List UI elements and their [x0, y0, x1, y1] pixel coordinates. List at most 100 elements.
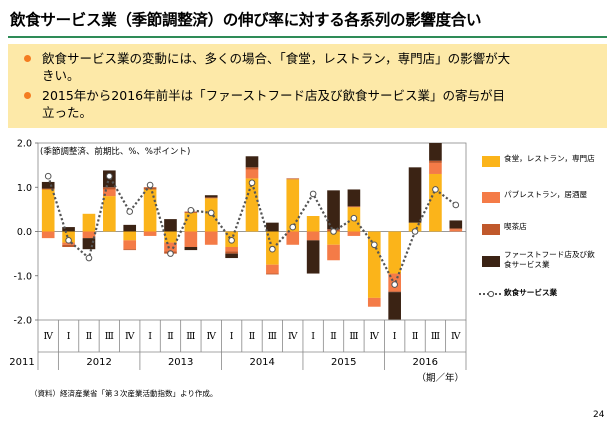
bar-segment — [41, 181, 55, 189]
bullet-text-line: きい。 — [42, 68, 80, 83]
bar-segment — [204, 195, 218, 198]
bar-segment — [82, 213, 96, 232]
bar-segment — [184, 231, 198, 247]
y-tick-label: -1.0 — [13, 271, 32, 282]
bar-segment — [429, 162, 442, 174]
bar-segment — [204, 197, 218, 199]
bar-segment — [245, 167, 259, 170]
bar-segment — [286, 231, 300, 245]
bullet-text-line: 立った。 — [42, 105, 93, 120]
bar-segment — [62, 231, 75, 243]
x-tick-label: Ⅲ — [105, 331, 114, 342]
page-title: 飲食サービス業（季節調整済）の伸び率に対する各系列の影響度合い — [10, 11, 482, 29]
x-tick-label: Ⅱ — [412, 331, 418, 342]
bullet-text-line: 飲食サービス業の変動には、多くの場合、「食堂，レストラン，専門店」の影響が大 — [42, 51, 511, 66]
bar-segment — [347, 231, 361, 236]
x-tick-label: Ⅰ — [393, 331, 397, 342]
bar-segment — [449, 228, 463, 230]
bar-segment — [449, 229, 463, 232]
y-tick-label: 1.0 — [17, 183, 32, 194]
x-year-label: 2012 — [86, 357, 111, 368]
bar-segment — [62, 244, 75, 247]
bar-segment — [225, 253, 238, 259]
x-year-label: 2011 — [9, 357, 34, 368]
total-series-point — [309, 190, 317, 198]
legend-swatch — [482, 156, 500, 167]
x-tick-label: Ⅳ — [43, 331, 53, 342]
total-series-point — [432, 186, 439, 193]
bar-segment — [388, 292, 401, 320]
x-tick-label: Ⅳ — [288, 331, 298, 342]
x-year-label: 2014 — [249, 357, 274, 368]
x-tick-label: Ⅲ — [349, 331, 358, 342]
bar-segment — [429, 160, 442, 163]
bar-segment — [143, 189, 157, 232]
y-tick-label: 2.0 — [17, 139, 32, 150]
bar-segment — [164, 242, 177, 252]
bar-segment — [41, 189, 55, 232]
x-tick-label: Ⅰ — [67, 331, 71, 342]
bar-segment — [429, 173, 442, 232]
bar-segment — [429, 143, 442, 161]
bar-segment — [123, 240, 137, 250]
bar-segment — [103, 189, 116, 197]
bar-segment — [245, 178, 259, 232]
total-series-point — [85, 254, 93, 262]
bar-segment — [449, 220, 463, 229]
x-year-label: 2016 — [413, 357, 438, 368]
bar-segment — [184, 212, 198, 232]
total-series-point — [289, 223, 297, 231]
bar-segment — [143, 231, 157, 236]
bar-segment — [62, 227, 75, 232]
total-series-point — [370, 241, 378, 249]
bar-segment — [306, 231, 320, 241]
bar-segment — [245, 169, 259, 179]
summary-bullet: 2015年から2016年前半は「ファーストフード店及び飲食サービス業」の寄与が目… — [18, 87, 597, 121]
total-series-point — [269, 245, 276, 253]
bullet-dot-icon — [24, 92, 31, 99]
summary-bullet: 飲食サービス業の変動には、多くの場合、「食堂，レストラン，専門店」の影響が大 き… — [18, 50, 597, 84]
total-series-point — [248, 179, 256, 187]
total-series-point — [126, 208, 134, 215]
bar-segment — [266, 222, 279, 232]
bar-segment — [286, 178, 300, 180]
total-series-point — [106, 172, 113, 180]
legend-label: 飲食サービス業 — [504, 288, 558, 297]
x-year-label: 2013 — [168, 357, 193, 368]
title-divider — [8, 36, 607, 38]
bar-segment — [225, 251, 238, 254]
total-series-point — [228, 237, 235, 244]
legend-label: ファーストフード店及び飲食サービス業 — [504, 250, 595, 269]
bar-segment — [204, 231, 218, 245]
bar-segment — [408, 167, 422, 223]
legend-line-marker-icon — [479, 290, 503, 298]
bar-segment — [82, 238, 96, 250]
bar-segment — [388, 231, 401, 274]
bar-segment — [367, 297, 381, 307]
total-series-point — [452, 201, 460, 209]
bar-segment — [62, 242, 75, 245]
x-tick-label: Ⅱ — [330, 331, 336, 342]
x-tick-label: Ⅱ — [86, 331, 92, 342]
bar-segment — [347, 189, 361, 207]
x-tick-label: Ⅰ — [311, 331, 315, 342]
bar-segment — [123, 224, 137, 232]
total-series-point — [207, 209, 215, 217]
total-series-point — [44, 172, 52, 180]
y-tick-label: -2.0 — [13, 316, 32, 327]
bar-segment — [367, 231, 381, 298]
bar-segment — [327, 190, 340, 230]
total-series-point — [350, 214, 358, 222]
bar-segment — [41, 188, 55, 190]
bar-segment — [82, 231, 96, 239]
chart-unit-label: (季節調整済、前期比、%、%ポイント) — [40, 146, 190, 157]
x-year-label: 2015 — [331, 357, 356, 368]
legend-label: 喫茶店 — [504, 222, 527, 231]
legend-swatch — [482, 192, 500, 203]
bar-segment — [388, 291, 401, 293]
bar-segment — [266, 273, 279, 275]
bar-segment — [123, 249, 137, 251]
bar-segment — [306, 216, 320, 232]
total-series-point — [330, 228, 337, 235]
